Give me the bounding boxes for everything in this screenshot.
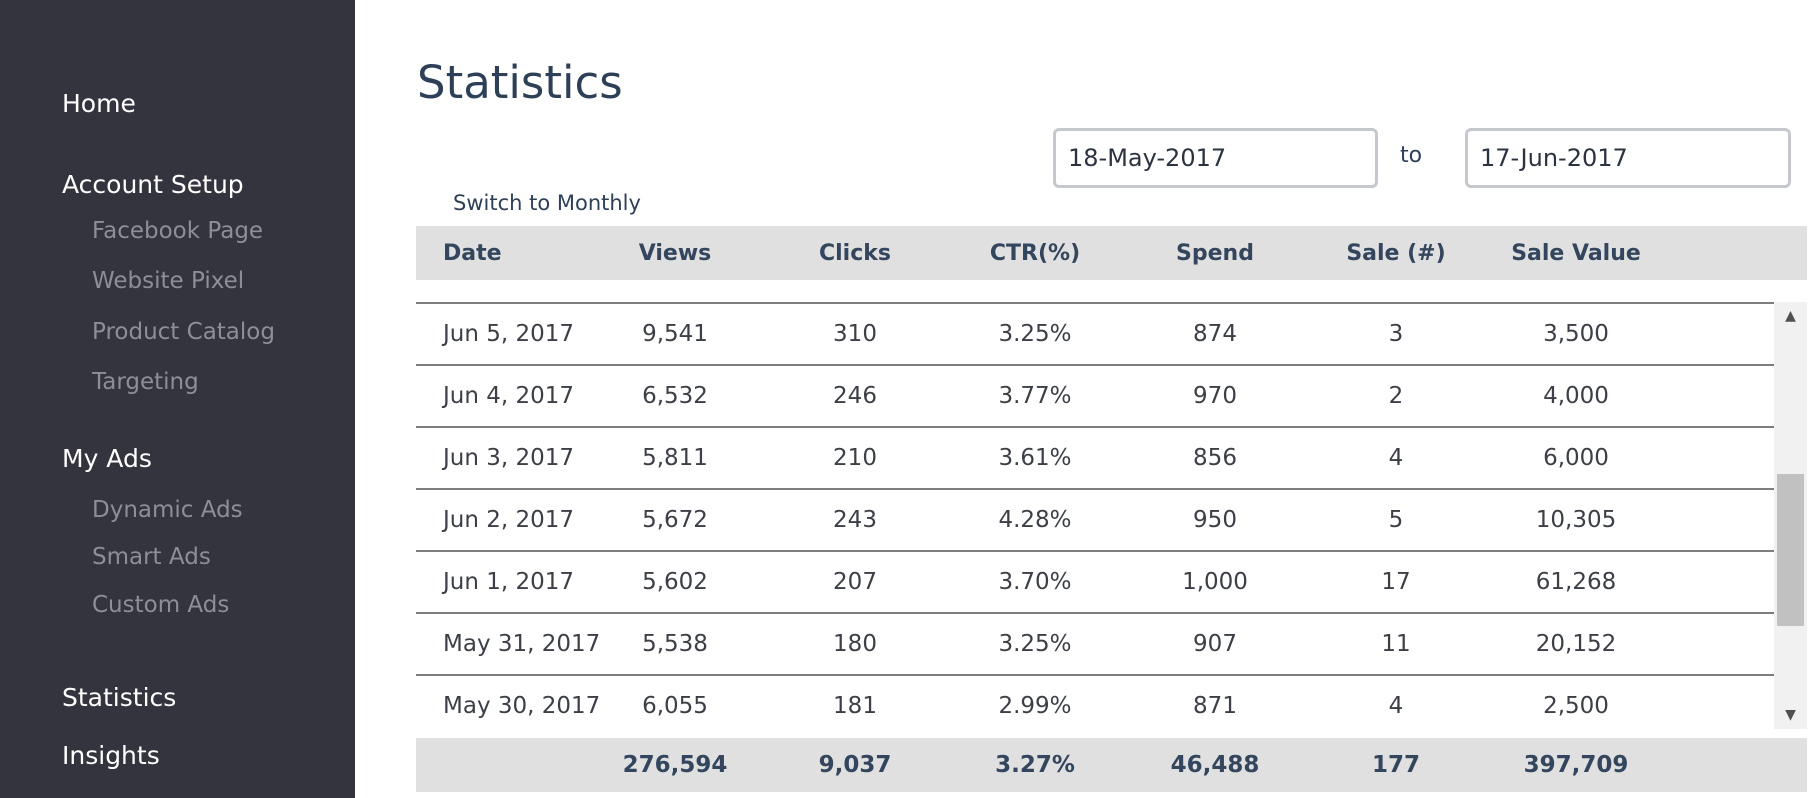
cell-spend: 1,000 [1182, 569, 1248, 595]
nav-smart-ads[interactable]: Smart Ads [92, 544, 211, 570]
cell-views: 5,672 [642, 507, 708, 533]
table-row[interactable]: Jun 4, 2017 6,532 246 3.77% 970 2 4,000 [416, 366, 1774, 428]
cell-clicks: 207 [833, 569, 877, 595]
total-spend: 46,488 [1170, 752, 1260, 778]
nav-facebook-page[interactable]: Facebook Page [92, 218, 264, 244]
cell-spend: 874 [1193, 321, 1237, 347]
date-range-to-label: to [1400, 143, 1423, 168]
cell-ctr: 2.99% [998, 693, 1072, 719]
cell-date: Jun 2, 2017 [443, 507, 575, 533]
cell-sale-value: 3,500 [1543, 321, 1609, 347]
table-row[interactable]: May 31, 2017 5,538 180 3.25% 907 11 20,1… [416, 614, 1774, 676]
nav-my-ads[interactable]: My Ads [62, 444, 152, 473]
cell-views: 5,538 [642, 631, 708, 657]
cell-sale-value: 4,000 [1543, 383, 1609, 409]
cell-clicks: 181 [833, 693, 877, 719]
date-to-input[interactable] [1465, 128, 1791, 188]
table-row[interactable]: Jun 3, 2017 5,811 210 3.61% 856 4 6,000 [416, 428, 1774, 490]
cell-spend: 856 [1193, 445, 1237, 471]
nav-custom-ads[interactable]: Custom Ads [92, 592, 230, 618]
table-scrollbar[interactable]: ▲ ▼ [1774, 302, 1807, 729]
nav-targeting[interactable]: Targeting [92, 369, 199, 395]
scroll-up-arrow-icon[interactable]: ▲ [1785, 308, 1796, 324]
cell-clicks: 210 [833, 445, 877, 471]
total-views: 276,594 [622, 752, 728, 778]
cell-ctr: 3.25% [998, 321, 1072, 347]
cell-ctr: 4.28% [998, 507, 1072, 533]
cell-date: May 30, 2017 [443, 693, 601, 719]
nav-dynamic-ads[interactable]: Dynamic Ads [92, 497, 243, 523]
cell-date: May 31, 2017 [443, 631, 601, 657]
table-header: Date Views Clicks CTR(%) Spend Sale (#) … [416, 226, 1807, 280]
cell-sale-count: 2 [1388, 383, 1404, 409]
cell-spend: 907 [1193, 631, 1237, 657]
table-row[interactable]: May 30, 2017 6,055 181 2.99% 871 4 2,500 [416, 676, 1774, 729]
column-header-ctr[interactable]: CTR(%) [989, 240, 1081, 266]
cell-views: 5,602 [642, 569, 708, 595]
total-sale-value: 397,709 [1523, 752, 1629, 778]
scrollbar-thumb[interactable] [1777, 474, 1804, 626]
total-date [443, 738, 593, 792]
cell-date: Jun 4, 2017 [443, 383, 575, 409]
cell-ctr: 3.25% [998, 631, 1072, 657]
table-totals-row: 276,594 9,037 3.27% 46,488 177 397,709 [416, 738, 1807, 792]
cell-sale-count: 3 [1388, 321, 1404, 347]
cell-clicks: 246 [833, 383, 877, 409]
nav-website-pixel[interactable]: Website Pixel [92, 268, 245, 294]
cell-sale-count: 17 [1381, 569, 1411, 595]
cell-spend: 950 [1193, 507, 1237, 533]
cell-sale-value: 2,500 [1543, 693, 1609, 719]
cell-sale-count: 4 [1388, 445, 1404, 471]
date-from-input[interactable] [1053, 128, 1378, 188]
cell-sale-count: 11 [1381, 631, 1411, 657]
table-body[interactable]: Jun 5, 2017 9,541 310 3.25% 874 3 3,500 … [416, 302, 1807, 729]
scroll-down-arrow-icon[interactable]: ▼ [1785, 707, 1796, 723]
cell-sale-count: 5 [1388, 507, 1404, 533]
column-header-spend[interactable]: Spend [1176, 240, 1254, 266]
cell-views: 9,541 [642, 321, 708, 347]
nav-home[interactable]: Home [62, 89, 136, 118]
cell-views: 6,532 [642, 383, 708, 409]
total-clicks: 9,037 [818, 752, 892, 778]
row-divider [416, 302, 1774, 304]
main-content: Statistics to Switch to Monthly Date Vie… [355, 0, 1819, 798]
nav-statistics[interactable]: Statistics [62, 683, 177, 712]
cell-clicks: 310 [833, 321, 877, 347]
page-title: Statistics [417, 56, 623, 109]
cell-views: 6,055 [642, 693, 708, 719]
cell-sale-value: 6,000 [1543, 445, 1609, 471]
cell-spend: 871 [1193, 693, 1237, 719]
column-header-sale-count[interactable]: Sale (#) [1346, 240, 1446, 266]
cell-ctr: 3.61% [998, 445, 1072, 471]
cell-sale-value: 20,152 [1535, 631, 1617, 657]
cell-date: Jun 1, 2017 [443, 569, 575, 595]
switch-to-monthly-link[interactable]: Switch to Monthly [453, 191, 641, 215]
column-header-views[interactable]: Views [638, 240, 712, 266]
cell-ctr: 3.70% [998, 569, 1072, 595]
table-row[interactable]: Jun 1, 2017 5,602 207 3.70% 1,000 17 61,… [416, 552, 1774, 614]
cell-sale-value: 10,305 [1535, 507, 1617, 533]
cell-date: Jun 5, 2017 [443, 321, 575, 347]
nav-product-catalog[interactable]: Product Catalog [92, 319, 275, 345]
cell-ctr: 3.77% [998, 383, 1072, 409]
column-header-clicks[interactable]: Clicks [819, 240, 891, 266]
table-row[interactable]: Jun 2, 2017 5,672 243 4.28% 950 5 10,305 [416, 490, 1774, 552]
total-ctr: 3.27% [995, 752, 1075, 778]
column-header-date[interactable]: Date [443, 240, 502, 266]
column-header-sale-value[interactable]: Sale Value [1511, 240, 1641, 266]
cell-sale-value: 61,268 [1535, 569, 1617, 595]
nav-account-setup[interactable]: Account Setup [62, 170, 244, 199]
cell-clicks: 180 [833, 631, 877, 657]
cell-spend: 970 [1193, 383, 1237, 409]
cell-date: Jun 3, 2017 [443, 445, 575, 471]
sidebar: Home Account Setup Facebook Page Website… [0, 0, 355, 798]
cell-views: 5,811 [642, 445, 708, 471]
cell-clicks: 243 [833, 507, 877, 533]
nav-insights[interactable]: Insights [62, 741, 160, 770]
cell-sale-count: 4 [1388, 693, 1404, 719]
table-row[interactable]: Jun 5, 2017 9,541 310 3.25% 874 3 3,500 [416, 304, 1774, 366]
total-sale-count: 177 [1371, 752, 1420, 778]
